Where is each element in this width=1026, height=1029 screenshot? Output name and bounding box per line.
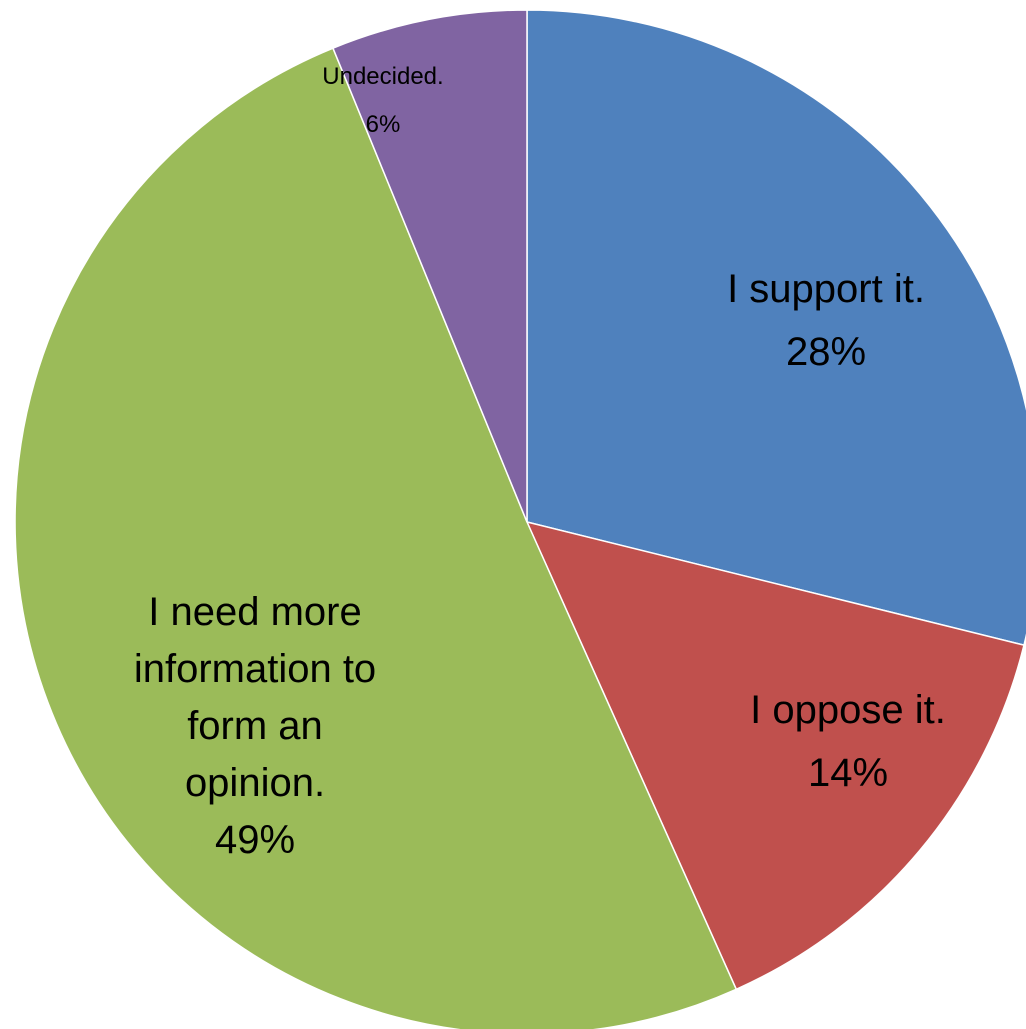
data-label-4-line-1: Undecided. (322, 63, 443, 90)
data-label-3-line-3: form an (187, 704, 323, 748)
pie-slice-2 (525, 520, 1025, 991)
data-label-1-line-2: 28% (786, 330, 866, 374)
pie-slice-3 (14, 47, 738, 1029)
pie-slice-1 (526, 9, 1026, 647)
data-label-3-line-2: information to (134, 647, 376, 691)
data-label-2-line-2: 14% (808, 751, 888, 795)
data-label-4-line-2: 6% (366, 111, 401, 138)
data-label-1: I support it. 28% (727, 267, 925, 374)
pie-slices (14, 9, 1026, 1029)
data-label-2: I oppose it. 14% (750, 688, 946, 795)
data-label-4: Undecided. 6% (322, 63, 443, 138)
data-label-3-line-5: 49% (215, 818, 295, 862)
data-label-2-line-1: I oppose it. (750, 688, 946, 732)
data-label-3: I need more information to form an opinion.… (134, 590, 376, 862)
data-label-3-line-4: opinion. (185, 761, 325, 805)
data-label-1-line-1: I support it. (727, 267, 925, 311)
pie-slice-4 (332, 9, 528, 523)
data-label-3-line-1: I need more (148, 590, 361, 634)
pie-labels: I support it. 28% I oppose it. 14% I need mo… (134, 63, 946, 862)
